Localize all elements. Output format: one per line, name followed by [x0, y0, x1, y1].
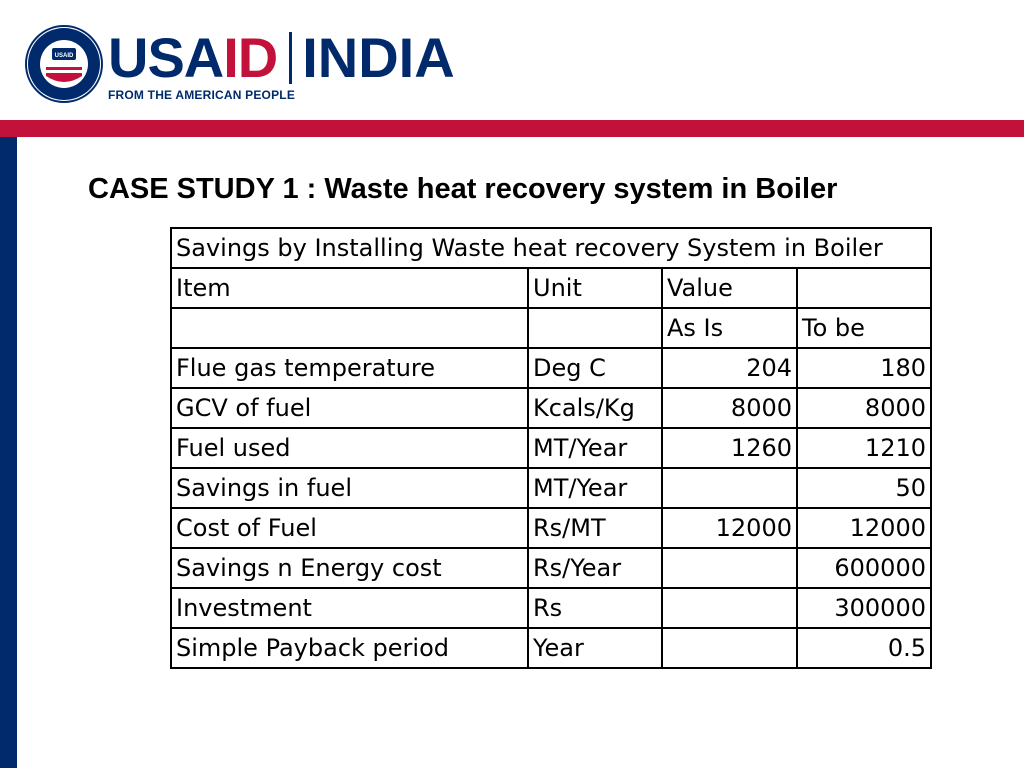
cell-item: Savings n Energy cost	[170, 547, 529, 589]
logo-divider	[289, 32, 293, 84]
cell-as-is	[661, 467, 798, 509]
table-row: Fuel used MT/Year 1260 1210	[170, 427, 932, 469]
cell-unit: Year	[527, 627, 663, 669]
cell-item: GCV of fuel	[170, 387, 529, 429]
cell-to-be: 50	[796, 467, 932, 509]
header: USAID USA ID INDIA FROM THE AMERICAN PEOP…	[0, 0, 1024, 120]
cell-as-is: 204	[661, 347, 798, 389]
cell-unit: Rs	[527, 587, 663, 629]
cell-as-is: 8000	[661, 387, 798, 429]
cell-to-be: 12000	[796, 507, 932, 549]
table-row: GCV of fuel Kcals/Kg 8000 8000	[170, 387, 932, 429]
cell-unit: Rs/MT	[527, 507, 663, 549]
cell-to-be: 600000	[796, 547, 932, 589]
header-red-band	[0, 120, 1024, 137]
subheader-blank-unit	[527, 307, 663, 349]
left-accent-bar	[0, 137, 17, 768]
table-row: Savings n Energy cost Rs/Year 600000	[170, 547, 932, 589]
header-value: Value	[661, 267, 798, 309]
cell-item: Cost of Fuel	[170, 507, 529, 549]
slide-title: CASE STUDY 1 : Waste heat recovery syste…	[88, 173, 838, 205]
cell-item: Flue gas temperature	[170, 347, 529, 389]
cell-to-be: 8000	[796, 387, 932, 429]
seal-usaid-text: USAID	[55, 53, 74, 59]
logo-tagline: FROM THE AMERICAN PEOPLE	[108, 88, 296, 102]
cell-as-is	[661, 547, 798, 589]
cell-unit: MT/Year	[527, 467, 663, 509]
table-row: Cost of Fuel Rs/MT 12000 12000	[170, 507, 932, 549]
logo-id-text: ID	[223, 26, 278, 89]
cell-as-is: 12000	[661, 507, 798, 549]
header-unit: Unit	[527, 267, 663, 309]
cell-unit: Deg C	[527, 347, 663, 389]
cell-item: Investment	[170, 587, 529, 629]
usaid-seal-logo: USAID	[25, 25, 103, 103]
header-item: Item	[170, 267, 529, 309]
cell-to-be: 300000	[796, 587, 932, 629]
logo-usa-text: USA	[108, 26, 224, 89]
header-blank	[796, 267, 932, 309]
cell-to-be: 180	[796, 347, 932, 389]
table-caption-row: Savings by Installing Waste heat recover…	[170, 227, 932, 269]
cell-unit: Kcals/Kg	[527, 387, 663, 429]
table-row: Investment Rs 300000	[170, 587, 932, 629]
cell-as-is: 1260	[661, 427, 798, 469]
table-header-row: Item Unit Value	[170, 267, 932, 309]
subheader-to-be: To be	[796, 307, 932, 349]
cell-as-is	[661, 587, 798, 629]
savings-table: Savings by Installing Waste heat recover…	[170, 227, 932, 669]
subheader-blank-item	[170, 307, 529, 349]
cell-as-is	[661, 627, 798, 669]
cell-item: Fuel used	[170, 427, 529, 469]
cell-unit: Rs/Year	[527, 547, 663, 589]
cell-to-be: 0.5	[796, 627, 932, 669]
table-row: Savings in fuel MT/Year 50	[170, 467, 932, 509]
usaid-india-wordmark: USA ID INDIA FROM THE AMERICAN PEOPLE	[108, 26, 455, 103]
table-caption: Savings by Installing Waste heat recover…	[170, 227, 932, 269]
table-subheader-row: As Is To be	[170, 307, 932, 349]
logo-country-text: INDIA	[302, 26, 455, 89]
cell-unit: MT/Year	[527, 427, 663, 469]
table-row: Flue gas temperature Deg C 204 180	[170, 347, 932, 389]
cell-item: Simple Payback period	[170, 627, 529, 669]
table-row: Simple Payback period Year 0.5	[170, 627, 932, 669]
cell-to-be: 1210	[796, 427, 932, 469]
cell-item: Savings in fuel	[170, 467, 529, 509]
subheader-as-is: As Is	[661, 307, 798, 349]
